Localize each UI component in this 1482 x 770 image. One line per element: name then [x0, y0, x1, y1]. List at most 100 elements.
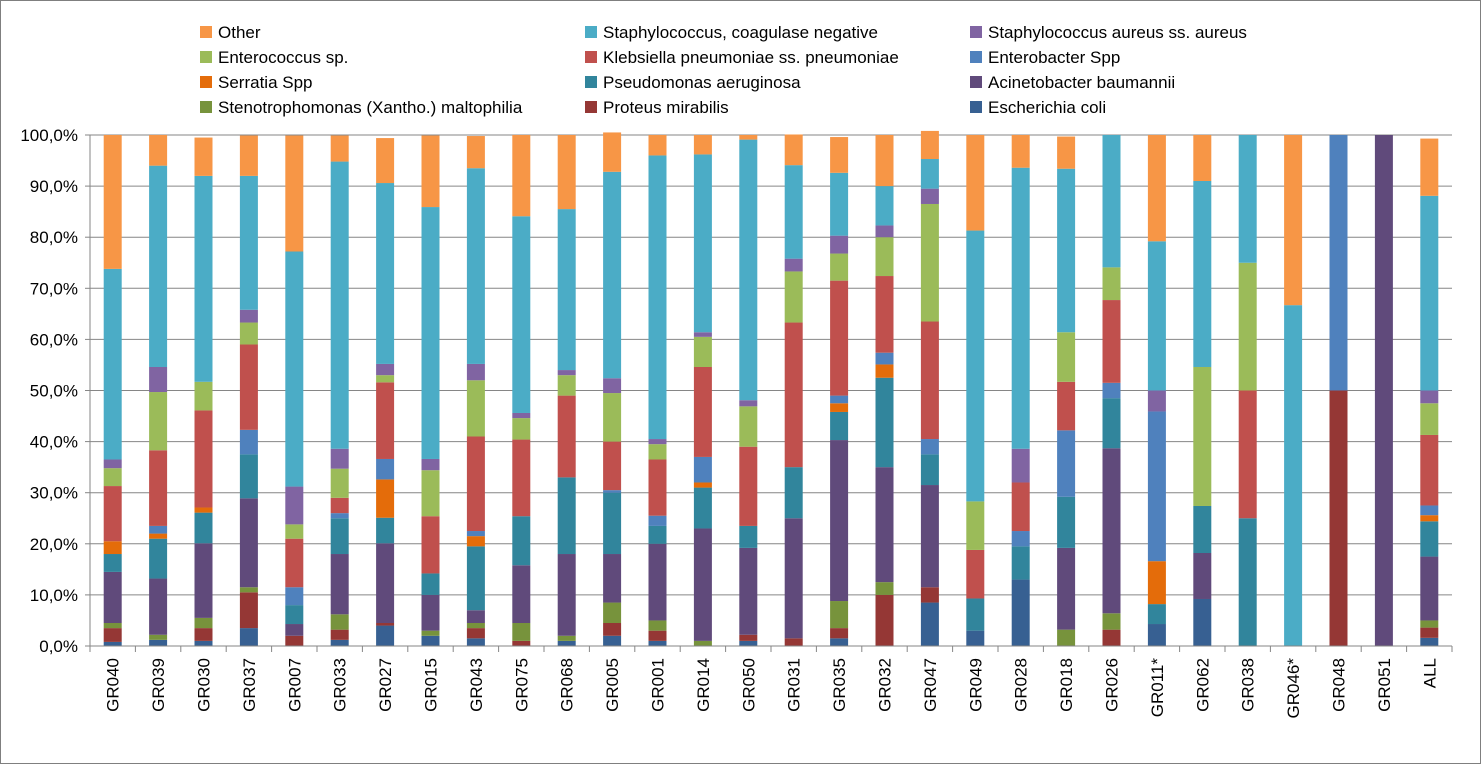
bar-segment-gr039-acinetobacter-baumannii: [149, 578, 168, 635]
x-tick-label-gr049: GR049: [966, 658, 985, 712]
x-tick-label-gr037: GR037: [240, 658, 259, 712]
legend-swatch-acinetobacter-baumannii: [970, 76, 982, 88]
bar-segment-gr068-pseudomonas-aeruginosa: [557, 477, 576, 555]
legend-label-acinetobacter-baumannii: Acinetobacter baumannii: [988, 73, 1175, 92]
bar-segment-gr040-acinetobacter-baumannii: [103, 571, 122, 624]
bar-segment-gr026-proteus-mirabilis: [1102, 629, 1121, 646]
bar-segment-gr031-acinetobacter-baumannii: [784, 518, 803, 639]
bar-segment-gr031-klebsiella-pneumoniae-ss-pneumoniae: [784, 322, 803, 468]
bar-segment-gr040-staphylococcus-aureus-ss-aureus: [103, 459, 122, 469]
bar-segment-gr035-other: [830, 137, 849, 173]
bar-segment-gr039-escherichia-coli: [149, 639, 168, 646]
bar-segment-gr011-escherichia-coli: [1147, 624, 1166, 646]
bar-segment-gr033-acinetobacter-baumannii: [330, 554, 349, 615]
bar-segment-gr040-stenotrophomonas-xantho-maltophilia: [103, 623, 122, 629]
bar-segment-gr039-staphylococcus-coagulase-negative: [149, 165, 168, 367]
legend-label-stenotrophomonas-xantho-maltophilia: Stenotrophomonas (Xantho.) maltophilia: [218, 98, 523, 117]
bar-segment-gr040-enterococcus-sp: [103, 468, 122, 487]
x-tick-label-gr032: GR032: [876, 658, 895, 712]
bar-segment-gr068-escherichia-coli: [557, 640, 576, 646]
bar-segment-gr043-pseudomonas-aeruginosa: [466, 546, 485, 611]
legend-swatch-klebsiella-pneumoniae-ss-pneumoniae: [585, 51, 597, 63]
bar-segment-gr033-other: [330, 135, 349, 162]
bar-segment-gr030-stenotrophomonas-xantho-maltophilia: [194, 617, 213, 629]
bar-segment-gr015-staphylococcus-coagulase-negative: [421, 207, 440, 459]
bar-segment-gr050-staphylococcus-coagulase-negative: [739, 139, 758, 401]
bar-segment-gr049-staphylococcus-coagulase-negative: [966, 230, 985, 502]
bar-segment-gr026-enterobacter-spp: [1102, 382, 1121, 399]
bar-segment-gr075-enterococcus-sp: [512, 418, 531, 440]
bar-segment-gr035-proteus-mirabilis: [830, 628, 849, 639]
bar-segment-gr031-staphylococcus-coagulase-negative: [784, 165, 803, 259]
bar-segment-gr026-staphylococcus-coagulase-negative: [1102, 135, 1121, 268]
bar-segment-gr028-klebsiella-pneumoniae-ss-pneumoniae: [1011, 482, 1030, 532]
bar-segment-gr001-klebsiella-pneumoniae-ss-pneumoniae: [648, 459, 667, 516]
bar-segment-gr001-proteus-mirabilis: [648, 630, 667, 641]
bar-segment-gr033-enterobacter-spp: [330, 513, 349, 519]
bar-segment-gr032-staphylococcus-coagulase-negative: [875, 186, 894, 226]
bar-segment-gr026-pseudomonas-aeruginosa: [1102, 398, 1121, 449]
bar-segment-gr049-klebsiella-pneumoniae-ss-pneumoniae: [966, 549, 985, 599]
bar-segment-all-enterococcus-sp: [1420, 403, 1439, 435]
bar-segment-gr040-serratia-spp: [103, 541, 122, 555]
bar-segment-gr075-staphylococcus-coagulase-negative: [512, 216, 531, 413]
y-tick-label: 40,0%: [30, 433, 78, 452]
bar-segment-gr035-serratia-spp: [830, 403, 849, 412]
bar-segment-gr043-acinetobacter-baumannii: [466, 610, 485, 624]
bar-segment-gr027-enterococcus-sp: [376, 375, 395, 383]
bar-segment-gr032-acinetobacter-baumannii: [875, 467, 894, 583]
bar-segment-gr075-pseudomonas-aeruginosa: [512, 516, 531, 566]
bar-segment-gr043-klebsiella-pneumoniae-ss-pneumoniae: [466, 436, 485, 532]
bar-segment-gr015-acinetobacter-baumannii: [421, 594, 440, 631]
bar-segment-gr047-staphylococcus-aureus-ss-aureus: [920, 188, 939, 204]
bar-segment-gr001-escherichia-coli: [648, 640, 667, 646]
bar-segment-gr001-acinetobacter-baumannii: [648, 543, 667, 621]
bar-segment-gr050-other: [739, 135, 758, 140]
bar-segment-gr062-acinetobacter-baumannii: [1193, 552, 1212, 599]
bar-segment-gr033-klebsiella-pneumoniae-ss-pneumoniae: [330, 497, 349, 514]
bar-segment-gr051-acinetobacter-baumannii: [1374, 135, 1393, 646]
x-tick-label-gr050: GR050: [739, 658, 758, 712]
bar-segment-gr026-acinetobacter-baumannii: [1102, 448, 1121, 614]
bar-segment-gr005-other: [603, 132, 622, 172]
bar-segment-gr049-escherichia-coli: [966, 630, 985, 646]
bar-segment-gr068-staphylococcus-aureus-ss-aureus: [557, 370, 576, 376]
bar-segment-gr030-other: [194, 137, 213, 176]
y-tick-label: 0,0%: [39, 637, 78, 656]
bar-segment-gr014-stenotrophomonas-xantho-maltophilia: [693, 640, 712, 646]
x-tick-label-gr046: GR046*: [1284, 658, 1303, 719]
bar-segment-gr032-enterobacter-spp: [875, 352, 894, 365]
bar-segment-gr043-staphylococcus-coagulase-negative: [466, 168, 485, 364]
bar-segment-gr014-staphylococcus-aureus-ss-aureus: [693, 332, 712, 337]
bar-segment-gr075-proteus-mirabilis: [512, 640, 531, 646]
legend-label-escherichia-coli: Escherichia coli: [988, 98, 1106, 117]
y-tick-label: 80,0%: [30, 228, 78, 247]
bar-segment-gr005-enterobacter-spp: [603, 490, 622, 493]
bar-segment-gr039-other: [149, 135, 168, 166]
bar-segment-gr005-stenotrophomonas-xantho-maltophilia: [603, 602, 622, 624]
bar-segment-all-pseudomonas-aeruginosa: [1420, 521, 1439, 557]
bar-segment-gr007-pseudomonas-aeruginosa: [285, 605, 304, 625]
bar-segment-all-acinetobacter-baumannii: [1420, 556, 1439, 621]
bar-segment-gr027-staphylococcus-coagulase-negative: [376, 183, 395, 364]
bar-segment-all-escherichia-coli: [1420, 637, 1439, 646]
bar-segment-gr018-enterococcus-sp: [1057, 332, 1076, 382]
bar-segment-gr033-staphylococcus-coagulase-negative: [330, 161, 349, 449]
bar-segment-gr068-acinetobacter-baumannii: [557, 554, 576, 636]
bar-segment-gr005-pseudomonas-aeruginosa: [603, 492, 622, 555]
x-tick-label-gr048: GR048: [1330, 658, 1349, 712]
bar-segment-gr039-enterococcus-sp: [149, 392, 168, 451]
bar-segment-gr033-proteus-mirabilis: [330, 629, 349, 640]
x-tick-label-gr039: GR039: [149, 658, 168, 712]
bar-segment-gr005-acinetobacter-baumannii: [603, 554, 622, 603]
bar-segment-gr050-staphylococcus-aureus-ss-aureus: [739, 400, 758, 407]
bar-segment-gr030-staphylococcus-coagulase-negative: [194, 175, 213, 382]
bar-segment-gr075-acinetobacter-baumannii: [512, 565, 531, 624]
legend-label-staphylococcus-aureus-ss-aureus: Staphylococcus aureus ss. aureus: [988, 23, 1247, 42]
bar-segment-gr015-enterococcus-sp: [421, 470, 440, 517]
bar-segment-gr030-serratia-spp: [194, 507, 213, 513]
legend-label-klebsiella-pneumoniae-ss-pneumoniae: Klebsiella pneumoniae ss. pneumoniae: [603, 48, 899, 67]
bar-segment-gr047-klebsiella-pneumoniae-ss-pneumoniae: [920, 321, 939, 440]
legend-label-other: Other: [218, 23, 261, 42]
